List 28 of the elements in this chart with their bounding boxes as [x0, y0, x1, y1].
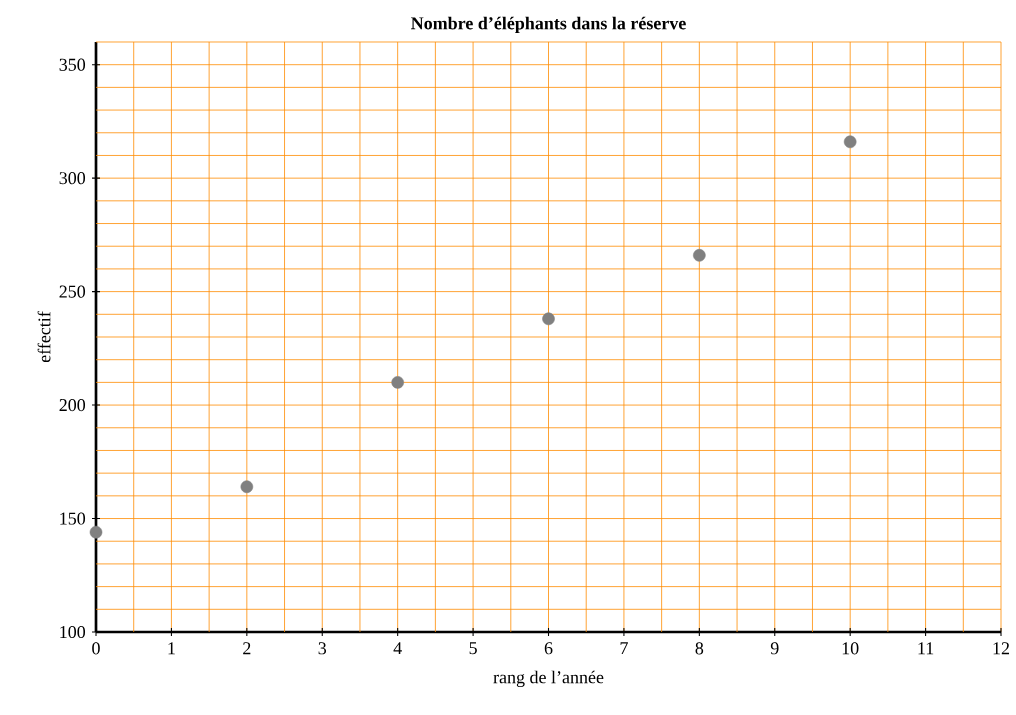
y-axis-title: effectif [37, 311, 51, 363]
x-axis-title: rang de l’année [493, 670, 604, 688]
x-tick-label: 7 [620, 642, 628, 655]
x-tick-label: 1 [168, 642, 175, 655]
point [542, 312, 555, 326]
x-tick-label: 9 [770, 642, 779, 655]
x-tick-label: 0 [92, 642, 100, 655]
x-tick-label: 2 [243, 642, 251, 655]
point [391, 376, 404, 389]
x-tick-label: 6 [544, 642, 553, 655]
y-tick-label: 350 [59, 58, 86, 71]
x-tick-label: 8 [695, 642, 704, 655]
x-tick-label: 11 [918, 642, 934, 655]
x-tick-label: 3 [318, 642, 327, 655]
x-tick-label: 12 [993, 642, 1010, 655]
y-tick-label: 250 [59, 285, 86, 298]
point [89, 525, 103, 539]
point [843, 135, 857, 149]
y-tick-label: 150 [60, 512, 86, 525]
point [693, 249, 706, 262]
x-tick-label: 4 [393, 642, 402, 655]
y-tick-label: 100 [60, 625, 86, 639]
x-tick-label: 10 [842, 642, 859, 655]
x-tick-label: 5 [469, 642, 477, 655]
chart-title: Nombre d’éléphants dans la réserve [411, 16, 686, 34]
y-tick-label: 300 [59, 172, 86, 185]
point [240, 480, 254, 494]
y-tick-label: 200 [59, 398, 86, 412]
